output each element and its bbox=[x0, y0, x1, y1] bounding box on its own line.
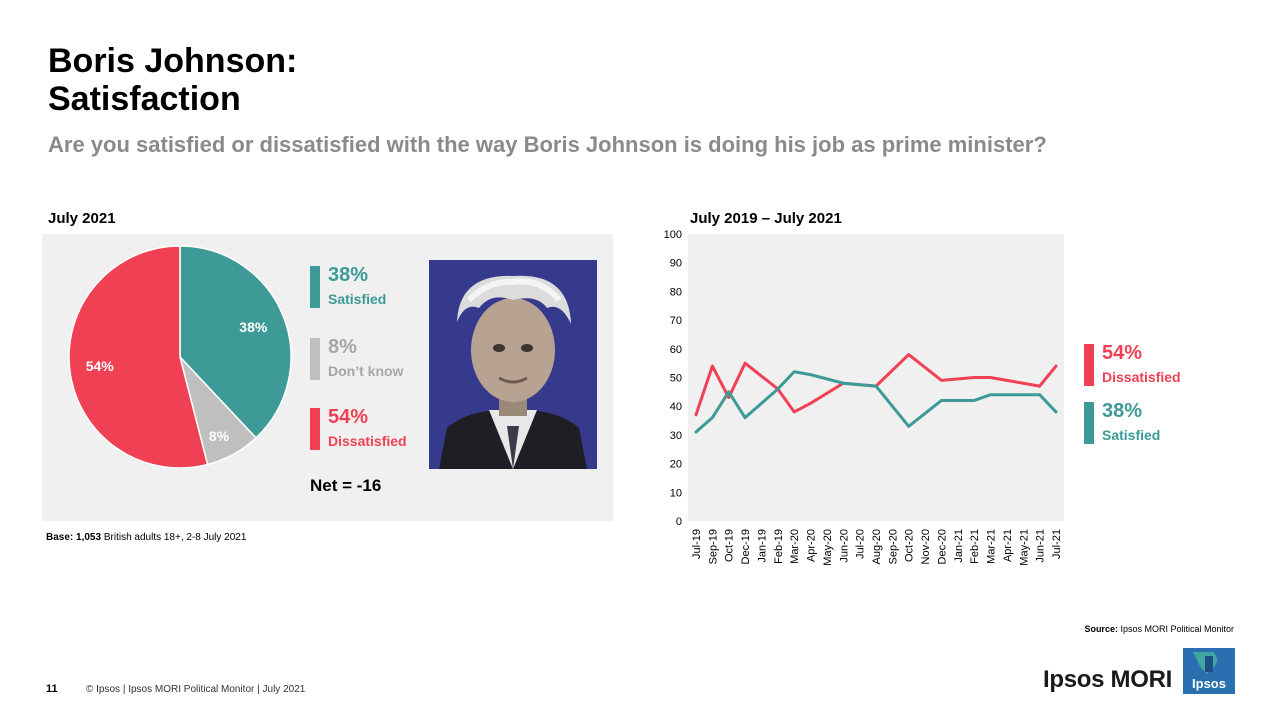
line-chart: 0 10 20 30 40 50 60 70 80 90 100 Jul-19 Sep-19 Oct-19… bbox=[664, 229, 1064, 566]
legend-dont-know-text: Don’t know bbox=[328, 363, 404, 379]
net-score: Net = -16 bbox=[310, 476, 382, 495]
x-tick-label: Feb-19 bbox=[773, 529, 785, 564]
pie-label-dissatisfied: 54% bbox=[85, 358, 114, 375]
pie-label-dont-know: 8% bbox=[208, 427, 230, 444]
x-tick-label: Sep-19 bbox=[707, 529, 719, 564]
right-legend-dissatisfied-text: Dissatisfied bbox=[1102, 369, 1181, 385]
x-tick-label: Dec-20 bbox=[936, 529, 948, 564]
y-tick-label: 0 bbox=[676, 516, 682, 528]
x-tick-label: Oct-19 bbox=[724, 529, 736, 562]
base-label: Base: bbox=[46, 532, 74, 543]
boris-johnson-portrait bbox=[429, 260, 597, 469]
x-tick-label: Jun-21 bbox=[1035, 529, 1047, 563]
x-tick-label: Jul-19 bbox=[691, 529, 703, 559]
base-text: British adults 18+, 2-8 July 2021 bbox=[101, 532, 247, 543]
x-tick-label: Nov-20 bbox=[920, 529, 932, 564]
right-legend-satisfied-text: Satisfied bbox=[1102, 427, 1161, 443]
x-tick-label: Apr-21 bbox=[1002, 529, 1014, 562]
x-tick-label: Oct-20 bbox=[904, 529, 916, 562]
legend-dissatisfied-text: Dissatisfied bbox=[328, 433, 407, 449]
x-tick-label: Mar-21 bbox=[986, 529, 998, 564]
legend-dissatisfied-pct: 54% bbox=[328, 406, 369, 428]
page-number: 11 bbox=[46, 683, 58, 695]
pie-label-satisfied: 38% bbox=[239, 318, 268, 335]
legend-dont-know-pct: 8% bbox=[328, 336, 357, 358]
pie-slice-dissatisfied bbox=[68, 245, 209, 469]
right-legend-swatch-satisfied bbox=[1084, 402, 1094, 444]
pie-panel: 38% 8% 54% 38% Satisfied 8% Don’t know 5… bbox=[42, 234, 613, 521]
y-tick-label: 70 bbox=[670, 315, 682, 327]
x-tick-label: Feb-21 bbox=[969, 529, 981, 564]
x-tick-label: May-20 bbox=[822, 529, 834, 566]
y-tick-label: 20 bbox=[670, 459, 682, 471]
right-legend-satisfied-pct: 38% bbox=[1102, 400, 1143, 422]
y-tick-label: 40 bbox=[670, 401, 682, 413]
line-plot-area bbox=[688, 234, 1064, 521]
x-tick-label: Jun-20 bbox=[838, 529, 850, 563]
ipsos-logo-text: Ipsos bbox=[1192, 676, 1226, 691]
title-line-1: Boris Johnson: bbox=[48, 42, 298, 80]
legend-satisfied-text: Satisfied bbox=[328, 291, 387, 307]
series-line-satisfied bbox=[694, 370, 1058, 434]
legend-swatch-dont-know bbox=[310, 338, 320, 380]
base-count: 1,053 bbox=[76, 532, 102, 543]
title-line-2: Satisfaction bbox=[48, 80, 241, 118]
x-tick-label: Aug-20 bbox=[871, 529, 883, 564]
y-tick-label: 80 bbox=[670, 286, 682, 298]
right-legend-swatch-dissatisfied bbox=[1084, 344, 1094, 386]
right-legend-dissatisfied-pct: 54% bbox=[1102, 342, 1143, 364]
y-tick-label: 100 bbox=[664, 229, 682, 241]
x-tick-label: May-21 bbox=[1018, 529, 1030, 566]
ipsos-logo: Ipsos bbox=[1183, 648, 1235, 694]
source-note: Source: Ipsos MORI Political Monitor bbox=[1084, 624, 1234, 634]
x-tick-label: Mar-20 bbox=[789, 529, 801, 564]
x-tick-label: Dec-19 bbox=[740, 529, 752, 564]
legend-swatch-satisfied bbox=[310, 266, 320, 308]
x-tick-label: Apr-20 bbox=[806, 529, 818, 562]
y-tick-label: 50 bbox=[670, 373, 682, 385]
line-panel-label: July 2019 – July 2021 bbox=[690, 210, 842, 227]
y-tick-label: 30 bbox=[670, 430, 682, 442]
x-tick-label: Jul-21 bbox=[1051, 529, 1063, 559]
slide-title: Boris Johnson: Satisfaction bbox=[48, 42, 297, 118]
pie-slice-satisfied bbox=[179, 245, 292, 439]
brand-name: Ipsos MORI bbox=[1043, 666, 1173, 693]
source-text: Ipsos MORI Political Monitor bbox=[1117, 624, 1234, 634]
x-tick-label: Sep-20 bbox=[887, 529, 899, 564]
portrait-illustration bbox=[429, 260, 597, 469]
ipsos-logo-mark bbox=[1183, 648, 1235, 694]
legend-satisfied-pct: 38% bbox=[328, 264, 369, 286]
source-label: Source: bbox=[1084, 624, 1118, 634]
legend-swatch-dissatisfied bbox=[310, 408, 320, 450]
x-tick-label: Jan-21 bbox=[953, 529, 965, 563]
pie-panel-label: July 2021 bbox=[48, 210, 116, 227]
y-tick-label: 10 bbox=[670, 487, 682, 499]
y-tick-label: 90 bbox=[670, 258, 682, 270]
question-subtitle: Are you satisfied or dissatisfied with t… bbox=[48, 132, 1047, 157]
footer-copyright: © Ipsos | Ipsos MORI Political Monitor |… bbox=[86, 684, 306, 695]
base-note: Base: 1,053 British adults 18+, 2-8 July… bbox=[46, 532, 246, 543]
x-tick-label: Jan-19 bbox=[756, 529, 768, 563]
x-tick-label: Jul-20 bbox=[855, 529, 867, 559]
y-tick-label: 60 bbox=[670, 344, 682, 356]
pie-chart bbox=[68, 245, 292, 469]
